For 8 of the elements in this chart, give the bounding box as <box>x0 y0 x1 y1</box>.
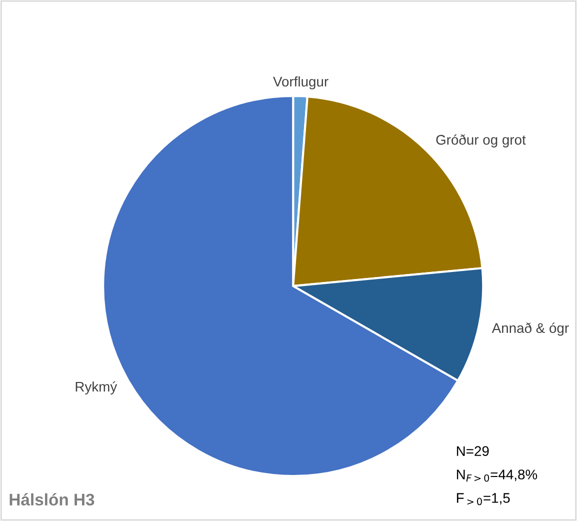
text: N$_{F>0}$=44,8% <box>456 470 538 482</box>
text: N=29 <box>456 446 489 456</box>
slice-label: Rykmý <box>76 381 118 394</box>
slice-label: Gróður og grot <box>436 134 526 148</box>
text: Hálslón H3 <box>10 493 94 506</box>
slice-label: Vorflugur <box>273 76 328 90</box>
slice-label: Annað & ógr <box>492 322 569 336</box>
text: F$_{>0}$=1,5 <box>456 493 510 506</box>
